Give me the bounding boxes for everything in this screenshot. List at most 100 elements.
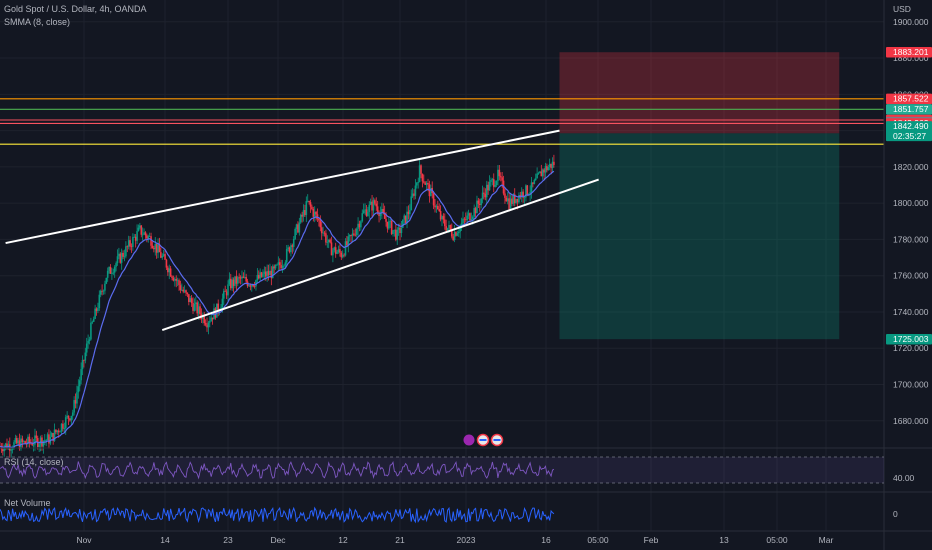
candle-body bbox=[418, 165, 421, 182]
candle-body bbox=[57, 430, 60, 433]
candle-body bbox=[553, 161, 555, 166]
candle-body bbox=[130, 246, 133, 247]
candle-body bbox=[353, 233, 355, 235]
candle-body bbox=[24, 441, 26, 444]
y-tick-label: 1780.000 bbox=[893, 234, 929, 244]
candle-body bbox=[308, 200, 310, 203]
price-tag-label: 1857.522 bbox=[893, 94, 929, 104]
candle-body bbox=[263, 271, 266, 274]
candle-body bbox=[334, 247, 337, 254]
grid bbox=[0, 0, 884, 531]
candle-body bbox=[129, 240, 131, 247]
candle-body bbox=[411, 193, 414, 197]
candle-body bbox=[274, 264, 277, 269]
volume-legend[interactable]: Net Volume bbox=[4, 498, 51, 508]
candle-body bbox=[491, 179, 494, 181]
candle-body bbox=[301, 214, 303, 217]
candle-body bbox=[53, 429, 56, 441]
candle-body bbox=[116, 256, 119, 264]
candle-body bbox=[346, 241, 348, 246]
candle-body bbox=[539, 171, 541, 174]
candle-body bbox=[529, 192, 531, 195]
candle-body bbox=[368, 204, 371, 212]
candle-body bbox=[109, 266, 112, 274]
candle-body bbox=[147, 236, 150, 239]
candle-body bbox=[113, 266, 116, 273]
candle-body bbox=[511, 198, 513, 204]
x-tick-label: 05:00 bbox=[587, 535, 609, 545]
candle-body bbox=[165, 259, 168, 268]
horizontal-levels[interactable] bbox=[0, 98, 884, 145]
event-icons[interactable] bbox=[463, 433, 504, 447]
candle-body bbox=[11, 448, 14, 450]
candle-body bbox=[318, 218, 320, 221]
candle-body bbox=[154, 244, 157, 250]
candle-body bbox=[466, 215, 468, 221]
candle-body bbox=[509, 198, 512, 210]
candle-body bbox=[169, 268, 172, 277]
candle-body bbox=[478, 203, 481, 206]
candle-body bbox=[399, 227, 401, 234]
candle-body bbox=[42, 440, 45, 447]
rsi-legend[interactable]: RSI (14, close) bbox=[4, 457, 64, 467]
candle-body bbox=[483, 192, 485, 194]
candle-body bbox=[435, 206, 438, 208]
candle-body bbox=[374, 200, 376, 204]
candle-body bbox=[358, 223, 361, 228]
candle-body bbox=[291, 245, 294, 247]
candle-body bbox=[139, 225, 141, 228]
candle-body bbox=[416, 182, 418, 186]
candle-body bbox=[397, 227, 400, 230]
candle-body bbox=[530, 182, 533, 193]
candle-body bbox=[343, 254, 345, 256]
candle-body bbox=[295, 224, 298, 230]
candle-body bbox=[162, 254, 165, 256]
short-position-tool[interactable] bbox=[559, 52, 840, 340]
candle-body bbox=[188, 294, 190, 303]
price-tag-label: 1725.003 bbox=[893, 334, 929, 344]
candle-body bbox=[14, 438, 17, 443]
candle-body bbox=[151, 245, 154, 248]
candle-body bbox=[441, 216, 443, 220]
candle-body bbox=[430, 187, 432, 197]
candle-body bbox=[504, 193, 506, 198]
candle-body bbox=[241, 276, 243, 279]
candle-body bbox=[174, 279, 176, 281]
candle-body bbox=[235, 276, 238, 284]
candle-body bbox=[60, 423, 63, 432]
candle-body bbox=[340, 252, 343, 258]
candle-body bbox=[281, 265, 284, 269]
candle-body bbox=[322, 232, 324, 234]
trend-channel[interactable] bbox=[5, 129, 599, 332]
candle-body bbox=[137, 227, 140, 232]
candle-body bbox=[396, 229, 399, 240]
candle-body bbox=[494, 184, 496, 187]
candle-body bbox=[311, 206, 313, 210]
indicator-legend[interactable]: SMMA (8, close) bbox=[4, 17, 71, 27]
candle-body bbox=[350, 235, 352, 236]
candle-body bbox=[473, 208, 475, 217]
candle-body bbox=[83, 360, 85, 361]
candle-body bbox=[15, 438, 18, 444]
candle-body bbox=[488, 181, 491, 191]
candle-body bbox=[551, 161, 554, 169]
symbol-title[interactable]: Gold Spot / U.S. Dollar, 4h, OANDA bbox=[4, 4, 147, 14]
candle-body bbox=[386, 221, 389, 229]
candle-body bbox=[115, 263, 117, 267]
candle-body bbox=[280, 265, 282, 269]
candle-body bbox=[88, 339, 91, 341]
candle-body bbox=[50, 433, 53, 437]
candle-body bbox=[136, 231, 138, 241]
candle-body bbox=[523, 197, 526, 199]
candle-body bbox=[27, 436, 29, 444]
candle-body bbox=[306, 200, 309, 202]
candle-body bbox=[498, 169, 501, 177]
time-axis[interactable]: Nov 14 23 Dec 12 21 2023 16 05:00 Feb 13 05:00 Mar bbox=[76, 535, 833, 545]
candle-body bbox=[453, 232, 456, 241]
candle-body bbox=[383, 212, 386, 219]
candle-body bbox=[157, 244, 159, 253]
candle-body bbox=[548, 163, 551, 168]
candle-body bbox=[403, 215, 406, 220]
candle-body bbox=[449, 225, 452, 230]
